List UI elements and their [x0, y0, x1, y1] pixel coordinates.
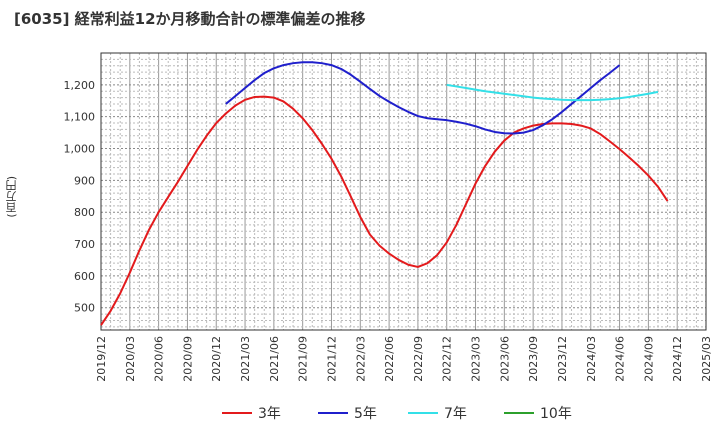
x-tick-label: 2023/12 [556, 336, 569, 382]
legend-label: 7年 [444, 406, 467, 422]
y-tick-label: 1,000 [64, 143, 96, 156]
legend-label: 3年 [258, 406, 281, 422]
y-tick-label: 1,200 [64, 79, 96, 92]
x-tick-label: 2022/09 [412, 336, 425, 382]
x-tick-label: 2022/06 [383, 336, 396, 382]
x-tick-label: 2021/12 [325, 336, 338, 382]
series-layer [100, 61, 669, 326]
x-tick-label: 2020/06 [153, 336, 166, 382]
x-tick-label: 2021/09 [297, 336, 310, 382]
x-tick-label: 2024/06 [614, 336, 627, 382]
legend: 3年 5年 7年 10年 [222, 406, 572, 422]
x-tick-label: 2023/06 [498, 336, 511, 382]
x-tick-label: 2024/03 [585, 336, 598, 382]
grid-layer [100, 52, 707, 330]
y-tick-label: 1,100 [64, 111, 96, 124]
x-tick-label: 2024/09 [642, 336, 655, 382]
x-tick-label: 2020/12 [210, 336, 223, 382]
x-tick-label: 2025/03 [700, 336, 713, 382]
legend-label: 10年 [540, 406, 572, 422]
y-tick-labels: 500 600 700 800 900 1,000 1,100 1,200 [64, 79, 96, 315]
x-tick-label: 2020/09 [181, 336, 194, 382]
plot-frame [100, 52, 707, 331]
x-tick-label: 2022/03 [354, 336, 367, 382]
y-tick-label: 900 [74, 174, 95, 187]
y-tick-label: 700 [74, 238, 95, 251]
x-tick-label: 2020/03 [124, 336, 137, 382]
x-tick-label: 2021/03 [239, 336, 252, 382]
x-tick-labels: 2019/12 2020/03 2020/06 2020/09 2020/12 2021/… [95, 336, 713, 382]
y-tick-label: 800 [74, 206, 95, 219]
legend-label: 5年 [354, 406, 377, 422]
x-tick-label: 2019/12 [95, 336, 108, 382]
x-tick-label: 2023/03 [470, 336, 483, 382]
x-tick-label: 2024/12 [671, 336, 684, 382]
chart-title: [6035] 経常利益12か月移動合計の標準偏差の推移 [14, 10, 366, 28]
series-line-5年 [225, 61, 621, 135]
y-tick-label: 500 [74, 302, 95, 315]
x-tick-label: 2021/06 [268, 336, 281, 382]
y-tick-label: 600 [74, 270, 95, 283]
series-line-3年 [100, 95, 669, 326]
x-tick-label: 2023/09 [527, 336, 540, 382]
x-tick-label: 2022/12 [441, 336, 454, 382]
series-line-7年 [446, 83, 659, 102]
